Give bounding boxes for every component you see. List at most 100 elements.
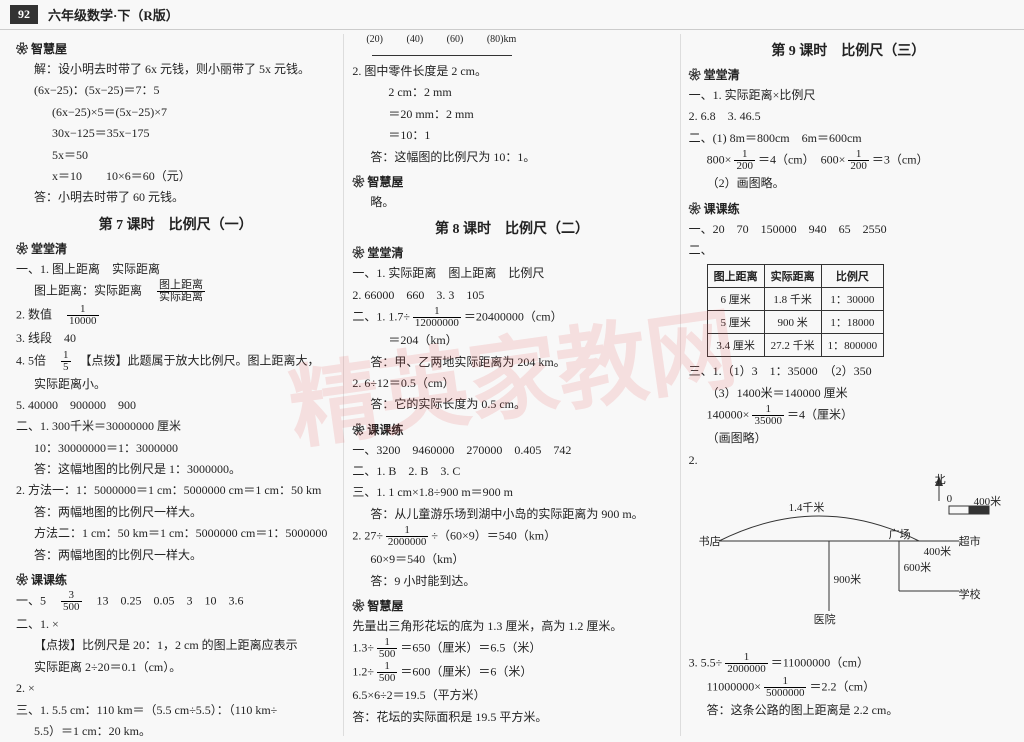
- text: 答：9 小时能到达。: [352, 571, 671, 591]
- map-market: 超市: [959, 533, 981, 549]
- text: 实际距离小。: [16, 374, 335, 394]
- map-svg-icon: [699, 471, 999, 641]
- map-north-label: 北: [935, 471, 946, 487]
- text: 一、20 70 150000 940 65 2550: [689, 219, 1008, 239]
- text: 答：这条公路的图上距离是 2.2 cm。: [689, 700, 1008, 720]
- text: 略。: [352, 192, 671, 212]
- map-d3: 600米: [904, 559, 932, 575]
- ruler-icon: [372, 55, 512, 56]
- text: 2. 数值 110000: [16, 304, 335, 327]
- text: 2.: [689, 450, 1008, 470]
- text: ＝204（km）: [352, 330, 671, 350]
- column-1: ❀ 智慧屋 解：设小明去时带了 6x 元钱，则小丽带了 5x 元钱。 (6x−2…: [8, 34, 344, 736]
- text: 3. 线段 40: [16, 328, 335, 348]
- text: 10：30000000＝1：3000000: [16, 438, 335, 458]
- text: 2 cm：2 mm: [352, 82, 671, 102]
- text: （2）画图略。: [689, 173, 1008, 193]
- text: 一、1. 实际距离 图上距离 比例尺: [352, 263, 671, 283]
- th: 比例尺: [821, 265, 884, 288]
- fraction: 112000000: [413, 306, 461, 329]
- text: 二、1. ×: [16, 614, 335, 634]
- fraction: 110000: [67, 304, 99, 327]
- text: 2. 6÷12＝0.5（cm）: [352, 373, 671, 393]
- text: 1.3÷ 1500 ＝650（厘米）＝6.5（米）: [352, 637, 671, 660]
- map-diagram: 北 0 400米 书店 广场 超市 1.4千米 400米 600米 900米 医…: [699, 471, 1008, 651]
- fraction: 3500: [61, 590, 82, 613]
- text: 一、5 3500 13 0.25 0.05 3 10 3.6: [16, 590, 335, 613]
- map-scale-0: 0: [947, 493, 953, 505]
- text: 5x＝50: [16, 145, 335, 165]
- text: 答：小明去时带了 60 元钱。: [16, 187, 335, 207]
- fraction: 12000000: [725, 652, 768, 675]
- text: 1.2÷ 1500 ＝600（厘米）＝6（米）: [352, 661, 671, 684]
- fraction: 15: [61, 350, 71, 373]
- text: 答：两幅地图的比例尺一样大。: [16, 502, 335, 522]
- column-2: (20) (40) (60) (80)km 2. 图中零件长度是 2 cm。 2…: [344, 34, 680, 736]
- fraction: 1500: [377, 661, 398, 684]
- section-ttq: ❀ 堂堂清: [352, 244, 671, 261]
- text: 2. ×: [16, 678, 335, 698]
- text: 三、1.（1）3 1：35000 （2）350: [689, 361, 1008, 381]
- scale-table: 图上距离 实际距离 比例尺 6 厘米 1.8 千米 1：30000 5 厘米 9…: [707, 264, 885, 357]
- fraction: 15000000: [764, 676, 807, 699]
- text: 30x−125＝35x−175: [16, 123, 335, 143]
- lesson-9-title: 第 9 课时 比例尺（三）: [689, 40, 1008, 60]
- th: 实际距离: [764, 265, 821, 288]
- text: 140000× 135000 ＝4（厘米）: [689, 404, 1008, 427]
- section-ttq: ❀ 堂堂清: [16, 240, 335, 257]
- map-d1: 1.4千米: [789, 499, 825, 515]
- text: (6x−25)×5＝(5x−25)×7: [16, 102, 335, 122]
- text: ＝20 mm：2 mm: [352, 104, 671, 124]
- text: 解：设小明去时带了 6x 元钱，则小丽带了 5x 元钱。: [16, 59, 335, 79]
- section-zhihui: ❀ 智慧屋: [352, 173, 671, 190]
- table-row: 3.4 厘米 27.2 千米 1：800000: [707, 334, 884, 357]
- text: 答：这幅图的比例尺为 10：1。: [352, 147, 671, 167]
- text: 答：花坛的实际面积是 19.5 平方米。: [352, 707, 671, 727]
- text: (6x−25)：(5x−25)＝7：5: [16, 80, 335, 100]
- text: 5. 40000 900000 900: [16, 395, 335, 415]
- text: （3）1400米＝140000 厘米: [689, 383, 1008, 403]
- section-ttq: ❀ 堂堂清: [689, 66, 1008, 83]
- text: 5.5）＝1 cm：20 km。: [16, 721, 335, 741]
- text: 答：这幅地图的比例尺是 1：3000000。: [16, 459, 335, 479]
- map-bookstore: 书店: [699, 533, 721, 549]
- map-plaza: 广场: [889, 526, 911, 542]
- fraction: 1500: [377, 637, 398, 660]
- fraction: 135000: [752, 404, 784, 427]
- content-area: ❀ 智慧屋 解：设小明去时带了 6x 元钱，则小丽带了 5x 元钱。 (6x−2…: [0, 30, 1024, 740]
- text: 2. 27÷ 12000000 ÷（60×9）＝540（km）: [352, 525, 671, 548]
- fraction: 图上距离实际距离: [157, 280, 205, 303]
- page-header: 92 六年级数学·下（R版）: [0, 0, 1024, 30]
- text: 二、(1) 8m＝800cm 6m＝600cm: [689, 128, 1008, 148]
- column-3: 第 9 课时 比例尺（三） ❀ 堂堂清 一、1. 实际距离×比例尺 2. 6.8…: [681, 34, 1016, 736]
- text: 2. 方法一：1：5000000＝1 cm：5000000 cm＝1 cm：50…: [16, 480, 335, 500]
- map-d2: 400米: [924, 543, 952, 559]
- text: 3. 5.5÷ 12000000 ＝11000000（cm）: [689, 652, 1008, 675]
- text: 答：从儿童游乐场到湖中小岛的实际距离为 900 m。: [352, 504, 671, 524]
- text: 答：甲、乙两地实际距离为 204 km。: [352, 352, 671, 372]
- map-school: 学校: [959, 586, 981, 602]
- map-scale-400: 400米: [974, 493, 1002, 509]
- section-zhihui: ❀ 智慧屋: [16, 40, 335, 57]
- fraction: 1200: [734, 149, 755, 172]
- fraction: 1200: [848, 149, 869, 172]
- ruler-labels: (20) (40) (60) (80)km: [366, 34, 516, 45]
- table-header-row: 图上距离 实际距离 比例尺: [707, 265, 884, 288]
- text: 2. 图中零件长度是 2 cm。: [352, 61, 671, 81]
- map-hospital: 医院: [814, 611, 836, 627]
- text: 【点拨】比例尺是 20：1，2 cm 的图上距离应表示: [16, 635, 335, 655]
- text: 答：两幅地图的比例尺一样大。: [16, 545, 335, 565]
- text: 答：它的实际长度为 0.5 cm。: [352, 394, 671, 414]
- text: 二、1. 1.7÷ 112000000 ＝20400000（cm）: [352, 306, 671, 329]
- text: 11000000× 15000000 ＝2.2（cm）: [689, 676, 1008, 699]
- text: 三、1. 5.5 cm：110 km＝（5.5 cm÷5.5）：（110 km÷: [16, 700, 335, 720]
- lesson-8-title: 第 8 课时 比例尺（二）: [352, 218, 671, 238]
- section-kkl: ❀ 课课练: [16, 571, 335, 588]
- map-d4: 900米: [834, 571, 862, 587]
- text: 60×9＝540（km）: [352, 549, 671, 569]
- lesson-7-title: 第 7 课时 比例尺（一）: [16, 214, 335, 234]
- section-kkl: ❀ 课课练: [352, 421, 671, 438]
- fraction: 12000000: [386, 525, 429, 548]
- text: 一、1. 实际距离×比例尺: [689, 85, 1008, 105]
- th: 图上距离: [707, 265, 764, 288]
